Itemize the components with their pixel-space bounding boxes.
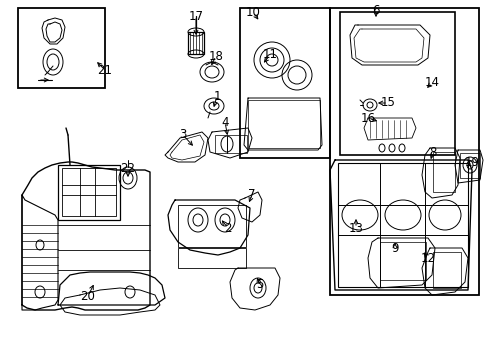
Text: 19: 19 (464, 157, 479, 170)
Text: 5: 5 (256, 279, 263, 292)
Bar (379, 242, 425, 280)
Text: 20: 20 (81, 289, 95, 302)
Bar (247, 100, 319, 148)
Text: 15: 15 (380, 96, 395, 109)
Bar (187, 32, 203, 54)
Text: 2: 2 (224, 221, 231, 234)
Text: 12: 12 (420, 252, 435, 265)
Bar (58, 165, 120, 220)
Text: 6: 6 (371, 4, 379, 17)
Text: 1: 1 (213, 90, 220, 103)
Text: 16: 16 (360, 112, 375, 125)
Bar (329, 8, 478, 295)
Bar (339, 12, 454, 155)
Bar (432, 152, 454, 192)
Text: 4: 4 (221, 116, 228, 129)
Bar (178, 248, 245, 268)
Bar (337, 163, 467, 287)
Text: 11: 11 (262, 49, 277, 62)
Bar (432, 252, 460, 288)
Text: 9: 9 (390, 242, 398, 255)
Bar (240, 8, 329, 158)
Text: 21: 21 (97, 63, 112, 77)
Text: 17: 17 (188, 9, 203, 22)
Text: 7: 7 (248, 189, 255, 202)
Text: 18: 18 (208, 49, 223, 63)
Text: 14: 14 (424, 77, 439, 90)
Bar (215, 135, 246, 153)
Text: 13: 13 (348, 221, 363, 234)
Bar (459, 153, 479, 178)
Text: 10: 10 (245, 5, 260, 18)
Text: 22: 22 (120, 162, 135, 175)
Bar (62, 168, 116, 216)
Text: 3: 3 (179, 129, 186, 141)
Bar (18, 8, 105, 88)
Text: 8: 8 (428, 145, 436, 158)
Bar (178, 205, 245, 247)
